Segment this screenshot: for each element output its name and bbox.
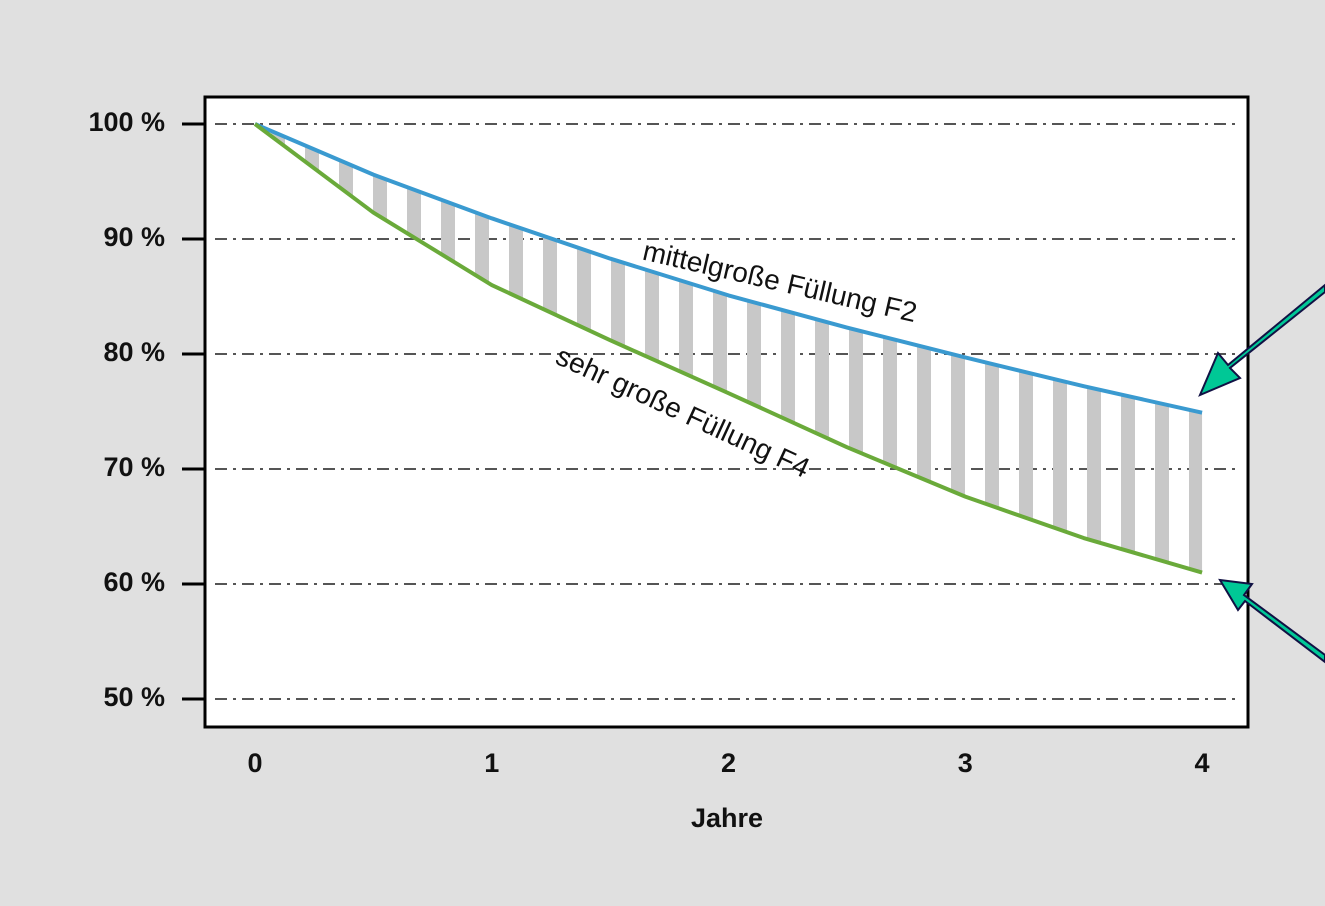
x-tick-label: 4 [1195,748,1210,778]
x-tick-label: 1 [484,748,499,778]
arrow [1218,578,1325,664]
series-line [254,122,1203,415]
y-tick-label: 90 % [103,222,165,252]
y-tick-label: 80 % [103,337,165,367]
y-tick-label: 70 % [103,452,165,482]
gap-area [254,124,1203,573]
x-tick-label: 3 [958,748,973,778]
x-tick-label: 2 [721,748,736,778]
x-axis-label: Jahre [691,803,763,833]
y-tick-label: 100 % [88,107,165,137]
x-tick-label: 0 [247,748,262,778]
plot-border [203,95,1250,729]
y-tick-label: 50 % [103,682,165,712]
arrow [1198,283,1325,397]
y-tick-label: 60 % [103,567,165,597]
series-line [253,122,1203,575]
